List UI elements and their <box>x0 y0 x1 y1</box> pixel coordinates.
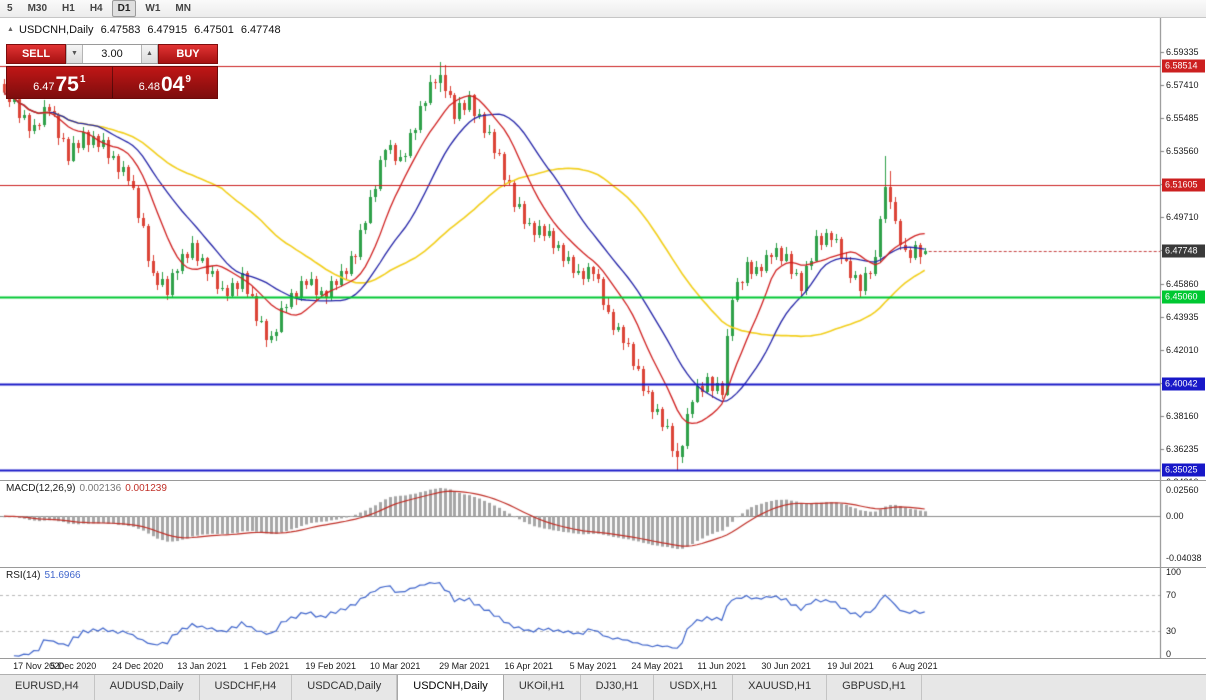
chart-tab-eurusd-h4[interactable]: EURUSD,H4 <box>0 675 95 700</box>
price-axis-tick: 6.45860 <box>1166 278 1199 289</box>
time-axis-label: 19 Feb 2021 <box>305 661 356 671</box>
macd-label: MACD(12,26,9) <box>6 483 76 494</box>
sell-price-big: 75 <box>55 73 79 96</box>
rsi-axis-tick: 100 <box>1166 567 1182 577</box>
price-axis-tick: 6.34310 <box>1166 477 1199 480</box>
price-axis-tick: 6.59335 <box>1166 46 1199 57</box>
timeframe-button-d1[interactable]: D1 <box>111 0 137 17</box>
time-axis-label: 6 Aug 2021 <box>892 661 938 671</box>
time-axis-label: 30 Jun 2021 <box>761 661 811 671</box>
chart-tabs-bar: EURUSD,H4 AUDUSD,Daily USDCHF,H4 USDCAD,Dai… <box>0 674 1206 700</box>
timeframe-toolbar: 5 M30 H1 H4 D1 W1 MN <box>0 0 1206 18</box>
macd-signal-value: 0.001239 <box>125 483 167 494</box>
price-level-badge: 6.51605 <box>1162 178 1205 192</box>
buy-button[interactable]: BUY <box>158 44 218 64</box>
macd-axis-tick: -0.04038 <box>1166 553 1202 563</box>
price-axis-tick: 6.55485 <box>1166 113 1199 123</box>
price-level-badge: 6.58514 <box>1162 59 1205 73</box>
timeframe-button-w1[interactable]: W1 <box>145 3 161 14</box>
time-axis-label: 13 Jan 2021 <box>177 661 227 671</box>
timeframe-button-m30[interactable]: M30 <box>27 3 48 14</box>
buy-price-prefix: 6.48 <box>138 81 160 93</box>
price-axis-tick: 6.36235 <box>1166 444 1199 455</box>
sell-button[interactable]: SELL <box>6 44 66 64</box>
volume-stepper-down-icon[interactable]: ▼ <box>66 45 83 63</box>
price-axis-tick: 6.49710 <box>1166 212 1199 223</box>
chart-tab-usdchf-h4[interactable]: USDCHF,H4 <box>199 675 293 700</box>
price-level-badge: 6.35025 <box>1162 463 1205 477</box>
rsi-canvas[interactable] <box>0 568 1206 658</box>
time-axis-label: 5 Dec 2020 <box>50 661 97 671</box>
ohlc-header: USDCNH,Daily 6.47583 6.47915 6.47501 6.47748 <box>19 24 281 36</box>
one-click-toggle-icon[interactable]: ▲ <box>7 26 14 33</box>
timeframe-button-h4[interactable]: H4 <box>89 3 103 14</box>
macd-canvas[interactable] <box>0 481 1206 568</box>
price-level-badge: 6.40042 <box>1162 377 1205 391</box>
volume-stepper: ▼ ▲ <box>66 44 158 64</box>
price-axis-tick: 6.57410 <box>1166 79 1199 90</box>
price-axis-tick: 6.38160 <box>1166 411 1199 421</box>
sell-price-sup: 1 <box>79 74 86 85</box>
buy-price-big: 04 <box>161 73 185 96</box>
rsi-axis-tick: 70 <box>1166 590 1177 600</box>
timeframe-button-mn[interactable]: MN <box>175 3 191 14</box>
rsi-label: RSI(14) <box>6 570 41 581</box>
sell-price[interactable]: 6.47 75 1 <box>7 67 113 98</box>
volume-input[interactable] <box>83 45 141 63</box>
chart-tab-usdcad-daily[interactable]: USDCAD,Daily <box>292 675 398 700</box>
time-axis-label: 19 Jul 2021 <box>827 661 874 671</box>
price-axis-tick: 6.53560 <box>1166 146 1199 157</box>
time-axis: 17 Nov 2020 5 Dec 2020 24 Dec 2020 13 Jan 2… <box>0 658 1206 675</box>
rsi-axis-tick: 30 <box>1166 626 1177 636</box>
chart-tab-usdcnh-daily[interactable]: USDCNH,Daily <box>397 675 504 700</box>
price-axis-tick: 6.42010 <box>1166 344 1199 355</box>
chart-tab-xauusd-h1[interactable]: XAUUSD,H1 <box>733 675 828 700</box>
high-value: 6.47915 <box>147 24 188 36</box>
low-value: 6.47501 <box>194 24 234 36</box>
macd-header: MACD(12,26,9) 0.002136 0.001239 <box>6 483 167 494</box>
chart-tab-dj30-h1[interactable]: DJ30,H1 <box>580 675 655 700</box>
open-value: 6.47583 <box>100 24 141 36</box>
chart-tab-ukoil-h1[interactable]: UKOil,H1 <box>503 675 581 700</box>
symbol-label: USDCNH,Daily <box>19 24 94 36</box>
one-click-prices: 6.47 75 1 6.48 04 9 <box>6 66 218 99</box>
time-axis-label: 17 Nov 2020 <box>13 661 65 671</box>
current-price-badge: 6.47748 <box>1162 244 1205 258</box>
time-axis-label: 10 Mar 2021 <box>369 661 421 671</box>
price-axis-tick: 6.43935 <box>1166 311 1199 322</box>
chart-tab-gbpusd-h1[interactable]: GBPUSD,H1 <box>827 675 922 700</box>
volume-stepper-up-icon[interactable]: ▲ <box>141 45 158 63</box>
price-level-badge: 6.45060 <box>1162 290 1205 304</box>
time-axis-label: 16 Apr 2021 <box>504 661 553 671</box>
buy-price-sup: 9 <box>185 74 191 85</box>
time-axis-label: 24 May 2021 <box>631 661 684 671</box>
timeframe-button-h1[interactable]: H1 <box>62 3 75 14</box>
time-axis-label: 1 Feb 2021 <box>243 661 290 671</box>
macd-pane: MACD(12,26,9) 0.002136 0.001239 0.02560 0.0… <box>0 480 1206 568</box>
time-axis-label: 11 Jun 2021 <box>697 661 747 671</box>
chart-tab-audusd-daily[interactable]: AUDUSD,Daily <box>94 675 200 700</box>
macd-axis-tick: 0.00 <box>1166 511 1184 522</box>
sell-price-prefix: 6.47 <box>33 81 55 93</box>
close-value: 6.47748 <box>240 24 281 36</box>
time-axis-label: 29 Mar 2021 <box>439 661 490 671</box>
time-axis-label: 24 Dec 2020 <box>112 661 164 671</box>
macd-axis-tick: 0.02560 <box>1166 484 1199 495</box>
timeframe-button-5[interactable]: 5 <box>7 3 13 14</box>
rsi-header: RSI(14) 51.6966 <box>6 570 81 581</box>
buy-price[interactable]: 6.48 04 9 <box>113 67 218 98</box>
rsi-pane: RSI(14) 51.6966 100 70 30 0 <box>0 567 1206 658</box>
one-click-panel: SELL ▼ ▲ BUY 6.47 75 1 6.48 04 9 <box>6 44 218 99</box>
rsi-axis-tick: 0 <box>1166 649 1172 658</box>
macd-main-value: 0.002136 <box>79 483 122 494</box>
chart-tab-usdx-h1[interactable]: USDX,H1 <box>654 675 734 700</box>
price-chart-pane: ▲ USDCNH,Daily 6.47583 6.47915 6.47501 6.477… <box>0 18 1206 480</box>
rsi-value: 51.6966 <box>44 570 81 581</box>
time-axis-label: 5 May 2021 <box>569 661 617 671</box>
